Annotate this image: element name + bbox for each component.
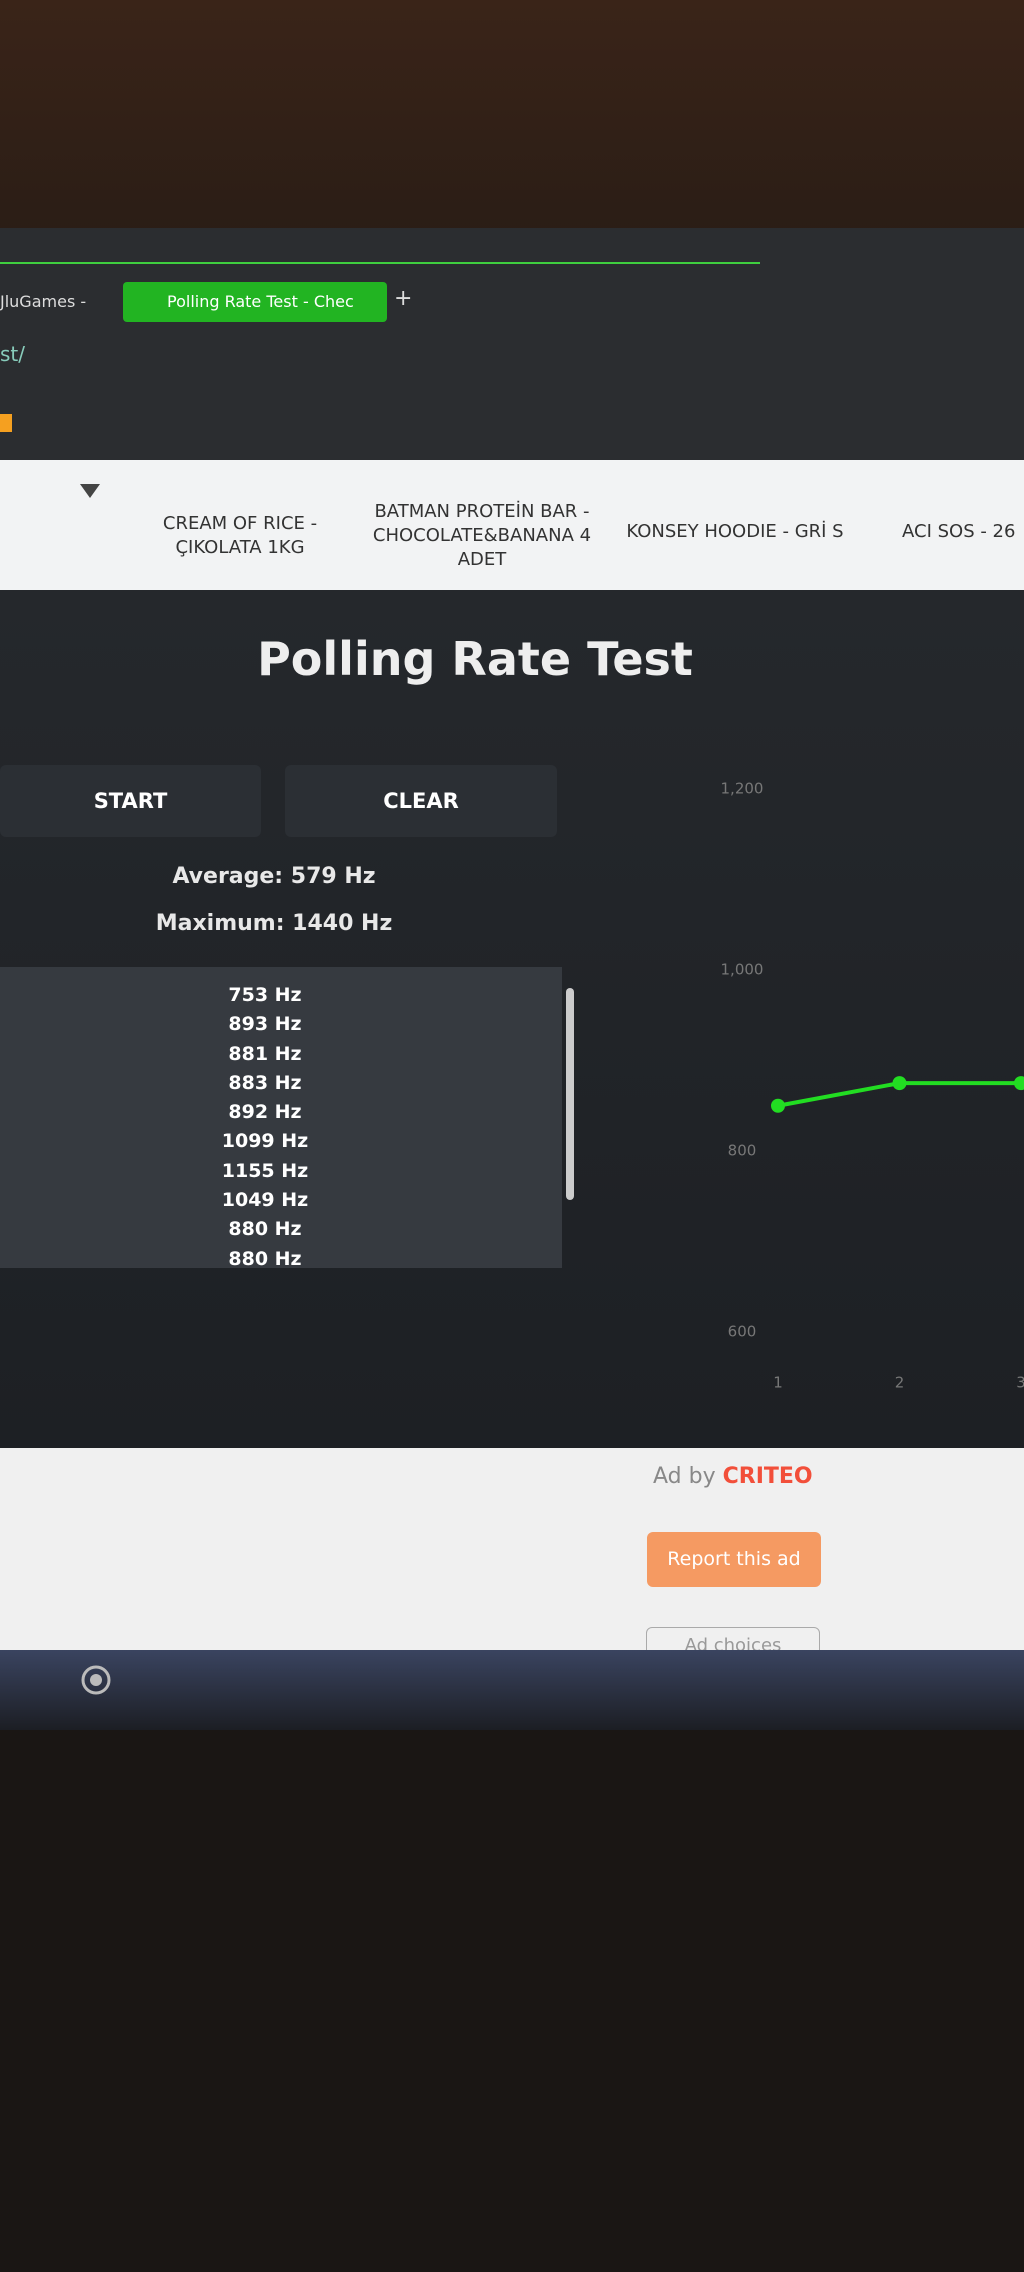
nav-bar	[0, 460, 1024, 590]
ad-area	[0, 1448, 1024, 1650]
browser-chrome	[0, 228, 1024, 463]
menu-arrow[interactable]	[78, 482, 102, 500]
y-tick-label: 1,000	[721, 961, 764, 979]
reading: 753 Hz	[228, 984, 302, 1006]
bookmark-icon	[0, 414, 12, 432]
clear-button[interactable]: CLEAR	[285, 765, 557, 837]
reading: 1099 Hz	[221, 1130, 309, 1153]
background	[0, 0, 1024, 240]
reading: 1155 Hz	[221, 1159, 309, 1182]
ad-brand: CRITEO	[722, 1464, 813, 1489]
reading: 892 Hz	[228, 1101, 302, 1124]
point	[771, 1098, 785, 1113]
tab[interactable]: JluGames -	[0, 292, 87, 311]
taskbar	[0, 1650, 1024, 1730]
readings-list[interactable]: 753 Hz 893 Hz 881 Hz 883 Hz 892 Hz 1099 Hz 115…	[0, 967, 562, 1268]
tab-accent	[0, 262, 760, 264]
reading: 880 Hz	[228, 1247, 302, 1268]
scrollbar[interactable]	[566, 988, 574, 1200]
new-tab[interactable]: +	[394, 286, 413, 311]
x-tick-label: 2	[895, 1374, 905, 1392]
nav-item[interactable]: CREAM OF RICE - ÇIKOLATA 1KG	[162, 513, 318, 558]
ad-by: Ad by	[653, 1464, 716, 1489]
reading: 1049 Hz	[221, 1189, 309, 1212]
x-tick-label: 1	[773, 1374, 783, 1392]
reading: 893 Hz	[228, 1013, 302, 1036]
nav-item[interactable]: ACI SOS - 26	[902, 521, 1016, 542]
y-tick-label: 1,200	[721, 780, 764, 798]
chart: 600 800 1,000 1,200 1 2 3	[721, 780, 1024, 1392]
reading: 880 Hz	[228, 1218, 302, 1241]
maximum: Maximum: 1440 Hz	[155, 911, 393, 936]
ad-label: Ad by CRITEO	[653, 1464, 813, 1489]
y-tick-label: 800	[728, 1142, 757, 1160]
tab-active[interactable]: Polling Rate Test - Chec	[123, 282, 387, 322]
app-title: Polling Rate Test	[257, 632, 693, 686]
y-tick-label: 600	[728, 1323, 757, 1341]
x-tick-label: 3	[1016, 1374, 1024, 1392]
average: Average: 579 Hz	[172, 864, 376, 889]
reading: 881 Hz	[228, 1042, 302, 1065]
start-button[interactable]: START	[0, 765, 261, 837]
taskbar-icon[interactable]	[80, 1664, 112, 1696]
url[interactable]: st/	[0, 342, 25, 366]
nav-item[interactable]: KONSEY HOODIE - GRİ S	[626, 521, 844, 542]
reading: 883 Hz	[228, 1071, 302, 1094]
point	[1014, 1076, 1024, 1091]
nav-item[interactable]: BATMAN PROTEİN BAR - CHOCOLATE&BANANA 4 …	[372, 501, 592, 570]
point	[892, 1076, 907, 1091]
report-button[interactable]: Report this ad	[647, 1532, 821, 1587]
